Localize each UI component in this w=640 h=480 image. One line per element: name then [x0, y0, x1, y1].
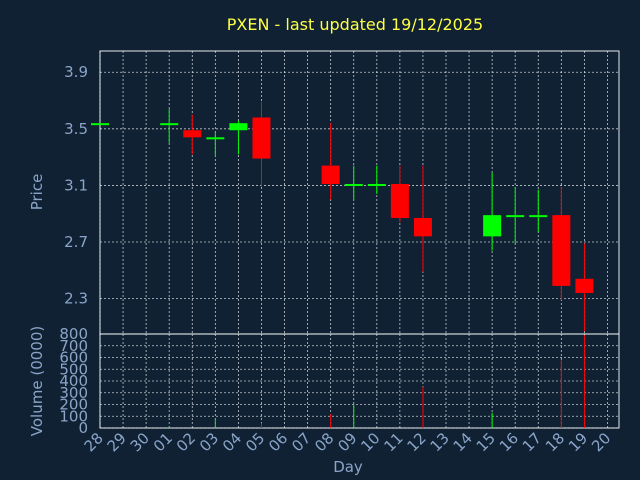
candle-body — [529, 215, 548, 218]
candle-body — [506, 215, 525, 218]
volume-frame — [99, 333, 620, 429]
price-panel: 2.3 2.7 3.1 3.5 3.9 — [64, 50, 620, 335]
volume-tick-label: 800 — [59, 325, 88, 343]
candle-body — [206, 137, 225, 140]
candle-body — [413, 217, 432, 237]
candle-body — [252, 117, 271, 159]
x-axis-label: Day — [333, 458, 363, 476]
volume-tick-label: 500 — [59, 360, 88, 378]
candle-body — [367, 184, 386, 187]
volume-tick-label: 0 — [78, 419, 88, 437]
volume-tick-label: 200 — [59, 396, 88, 414]
price-axis-label: Price — [28, 174, 46, 211]
chart-title: PXEN - last updated 19/12/2025 — [227, 15, 483, 34]
candle-body — [575, 278, 594, 293]
volume-tick-label: 600 — [59, 349, 88, 367]
candle-body — [344, 184, 363, 187]
price-frame — [99, 50, 620, 335]
volume-tick-label: 300 — [59, 384, 88, 402]
candle-body — [183, 130, 202, 138]
x-tick-label: 20 — [588, 429, 614, 455]
volume-tick-label: 100 — [59, 407, 88, 425]
price-tick-label: 3.1 — [64, 176, 88, 194]
candle-body — [91, 123, 109, 126]
price-tick-label: 3.9 — [64, 63, 88, 81]
volume-axis-label: Volume (0000) — [28, 326, 46, 436]
candle-body — [552, 215, 571, 286]
volume-tick-label: 700 — [59, 337, 88, 355]
candle-body — [483, 215, 502, 237]
price-tick-label: 2.7 — [64, 233, 88, 251]
candle-body — [390, 184, 409, 218]
candle-body — [321, 165, 340, 185]
price-tick-label: 3.5 — [64, 120, 88, 138]
candle-body — [229, 123, 248, 131]
volume-tick-label: 400 — [59, 372, 88, 390]
candle-body — [160, 123, 179, 126]
price-tick-label: 2.3 — [64, 290, 88, 308]
